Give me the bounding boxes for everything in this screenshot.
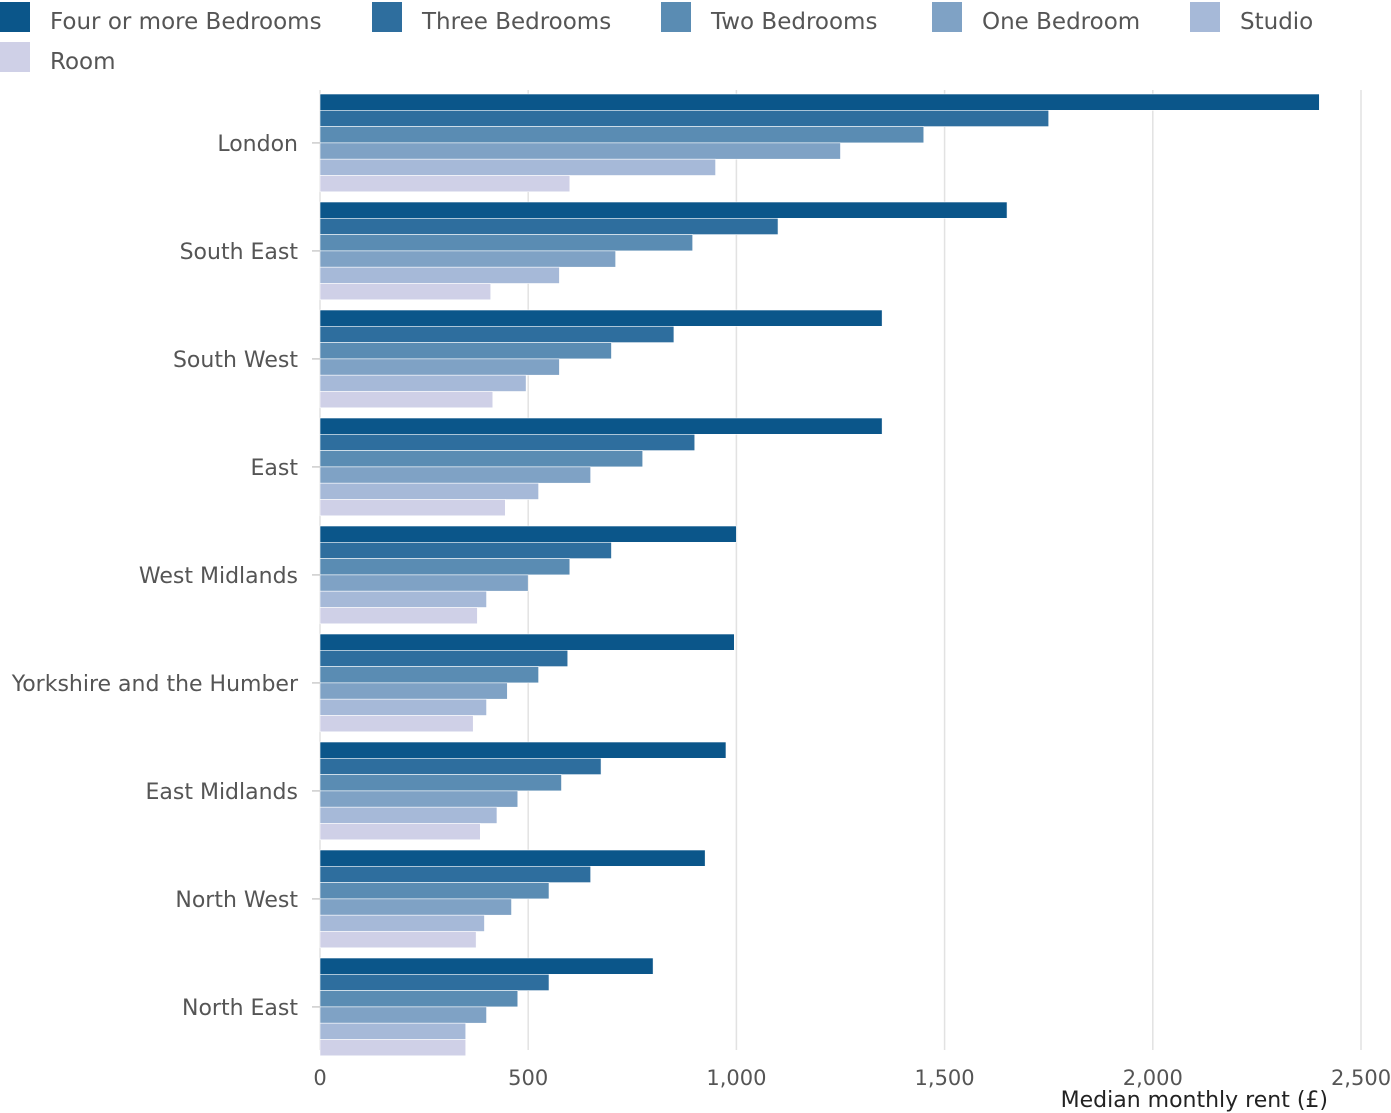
bar — [319, 774, 562, 792]
category-label: Yorkshire and the Humber — [11, 672, 299, 697]
bar — [319, 525, 737, 543]
x-tick-label: 1,000 — [706, 1066, 766, 1090]
x-tick-label: 500 — [508, 1066, 548, 1090]
bar — [319, 234, 693, 252]
legend-label: Studio — [1240, 9, 1313, 35]
x-tick-label: 1,500 — [915, 1066, 975, 1090]
x-axis-ticks: 0 500 1,000 1,500 2,000 2,500 — [313, 1066, 1391, 1090]
bar — [319, 590, 487, 608]
bar — [319, 541, 612, 559]
bar — [319, 757, 602, 775]
bar — [319, 126, 925, 144]
x-tick-label: 0 — [313, 1066, 326, 1090]
bar — [319, 931, 477, 949]
bar — [319, 574, 529, 592]
bar — [319, 990, 519, 1008]
bar — [319, 1022, 467, 1040]
bar — [319, 110, 1050, 127]
bar — [319, 849, 706, 867]
bar — [319, 218, 779, 235]
legend-label: Three Bedrooms — [421, 9, 611, 35]
bar — [319, 417, 883, 435]
bar — [319, 1039, 467, 1057]
bar — [319, 142, 841, 160]
bar — [319, 698, 487, 716]
bar — [319, 882, 550, 900]
bar — [319, 158, 716, 176]
bar — [319, 250, 616, 268]
legend-label: Room — [50, 49, 116, 75]
legend-label: Four or more Bedrooms — [50, 9, 322, 35]
x-tick-label: 2,500 — [1331, 1066, 1391, 1090]
category-label: London — [217, 132, 298, 157]
bar — [319, 823, 481, 841]
bar — [319, 342, 612, 360]
bar — [319, 607, 478, 625]
bar — [319, 358, 560, 376]
bars — [319, 93, 1320, 1057]
bar — [319, 973, 550, 991]
x-tick-label: 2,000 — [1123, 1066, 1183, 1090]
legend-swatch — [372, 2, 402, 32]
bar — [319, 283, 492, 301]
legend-swatch — [932, 2, 962, 32]
legend-swatch — [1190, 2, 1220, 32]
bar — [319, 558, 571, 576]
bar — [319, 391, 494, 409]
category-label: North East — [182, 996, 298, 1021]
category-labels: London South East South West East West Midla… — [11, 132, 320, 1021]
bar — [319, 93, 1320, 111]
bar — [319, 325, 675, 343]
bar — [319, 715, 474, 733]
bar — [319, 649, 569, 667]
category-label: East — [251, 456, 299, 481]
bar — [319, 1006, 487, 1024]
bar — [319, 266, 560, 284]
category-label: East Midlands — [146, 780, 299, 805]
category-label: South East — [180, 240, 299, 265]
legend-label: One Bedroom — [982, 9, 1140, 35]
bar — [319, 898, 512, 916]
legend: Four or more Bedrooms Three Bedrooms Two B… — [0, 2, 1313, 75]
bar — [319, 682, 508, 700]
legend-swatch — [0, 2, 30, 32]
category-label: North West — [175, 888, 298, 913]
bar — [319, 175, 571, 193]
category-label: South West — [173, 348, 298, 373]
bar — [319, 433, 696, 451]
bar — [319, 482, 539, 500]
bar — [319, 374, 527, 392]
bar — [319, 865, 591, 883]
bar — [319, 499, 506, 517]
bar — [319, 201, 1008, 219]
bar — [319, 666, 539, 684]
bar — [319, 633, 735, 651]
legend-label: Two Bedrooms — [710, 9, 877, 35]
x-axis-title: Median monthly rent (£) — [1061, 1088, 1328, 1113]
legend-swatch — [0, 42, 30, 72]
legend-swatch — [661, 2, 691, 32]
bar — [319, 806, 498, 824]
bar — [319, 741, 727, 759]
bar — [319, 790, 519, 808]
bar — [319, 466, 591, 484]
category-label: West Midlands — [139, 564, 298, 589]
bar — [319, 450, 644, 468]
bar — [319, 309, 883, 327]
bar — [319, 914, 485, 932]
bar — [319, 957, 654, 975]
